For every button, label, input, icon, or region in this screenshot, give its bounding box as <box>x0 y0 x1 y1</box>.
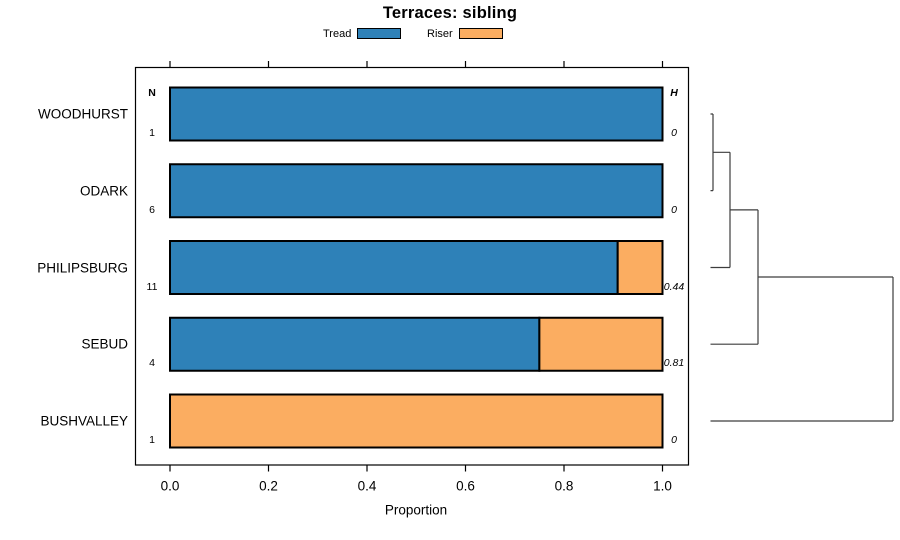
bar-segment-riser <box>616 240 664 295</box>
bar-segment-tread <box>169 163 664 219</box>
x-tick-label: 0.2 <box>259 478 278 493</box>
x-tick-label: 0.0 <box>160 478 180 493</box>
x-axis-title: Proportion <box>384 502 448 518</box>
chart-title: Terraces: sibling <box>382 4 518 22</box>
n-value: 1 <box>149 127 155 139</box>
plot-box <box>134 66 690 466</box>
category-label: SEBUD <box>81 336 128 352</box>
x-tick-label: 1.0 <box>653 478 672 493</box>
legend-swatch-riser <box>458 28 503 39</box>
h-value: 0.81 <box>663 357 685 370</box>
x-tick-label: 0.8 <box>554 478 574 493</box>
h-column-header: H <box>670 87 678 99</box>
n-value: 11 <box>146 280 158 293</box>
h-value: 0 <box>671 127 677 139</box>
dendrogram-path <box>710 113 894 422</box>
h-value: 0 <box>671 434 677 446</box>
bar-segment-riser <box>538 316 664 372</box>
h-value: 0.44 <box>663 280 685 293</box>
legend-swatch-tread <box>357 28 402 39</box>
bars-layer <box>169 86 664 449</box>
h-value: 0 <box>671 203 677 216</box>
n-column-header: N <box>148 87 156 99</box>
legend-label-tread: Tread <box>323 27 352 40</box>
legend-label-riser: Riser <box>427 27 453 40</box>
legend-item-riser: Riser <box>427 26 503 41</box>
bar-segment-tread <box>169 316 541 372</box>
n-value: 4 <box>149 357 155 370</box>
category-label: BUSHVALLEY <box>40 413 128 429</box>
x-tick-label: 0.4 <box>357 478 377 493</box>
bar-segment-tread <box>169 86 664 142</box>
category-label: ODARK <box>79 183 128 199</box>
bar-segment-tread <box>169 240 619 295</box>
category-label: WOODHURST <box>38 106 128 122</box>
axis-ticks <box>169 61 664 472</box>
x-tick-label: 0.6 <box>456 478 475 493</box>
bar-segment-riser <box>169 393 664 449</box>
category-label: PHILIPSBURG <box>37 260 128 275</box>
legend-item-tread: Tread <box>323 26 402 41</box>
n-value: 6 <box>149 203 155 216</box>
n-value: 1 <box>149 434 155 446</box>
